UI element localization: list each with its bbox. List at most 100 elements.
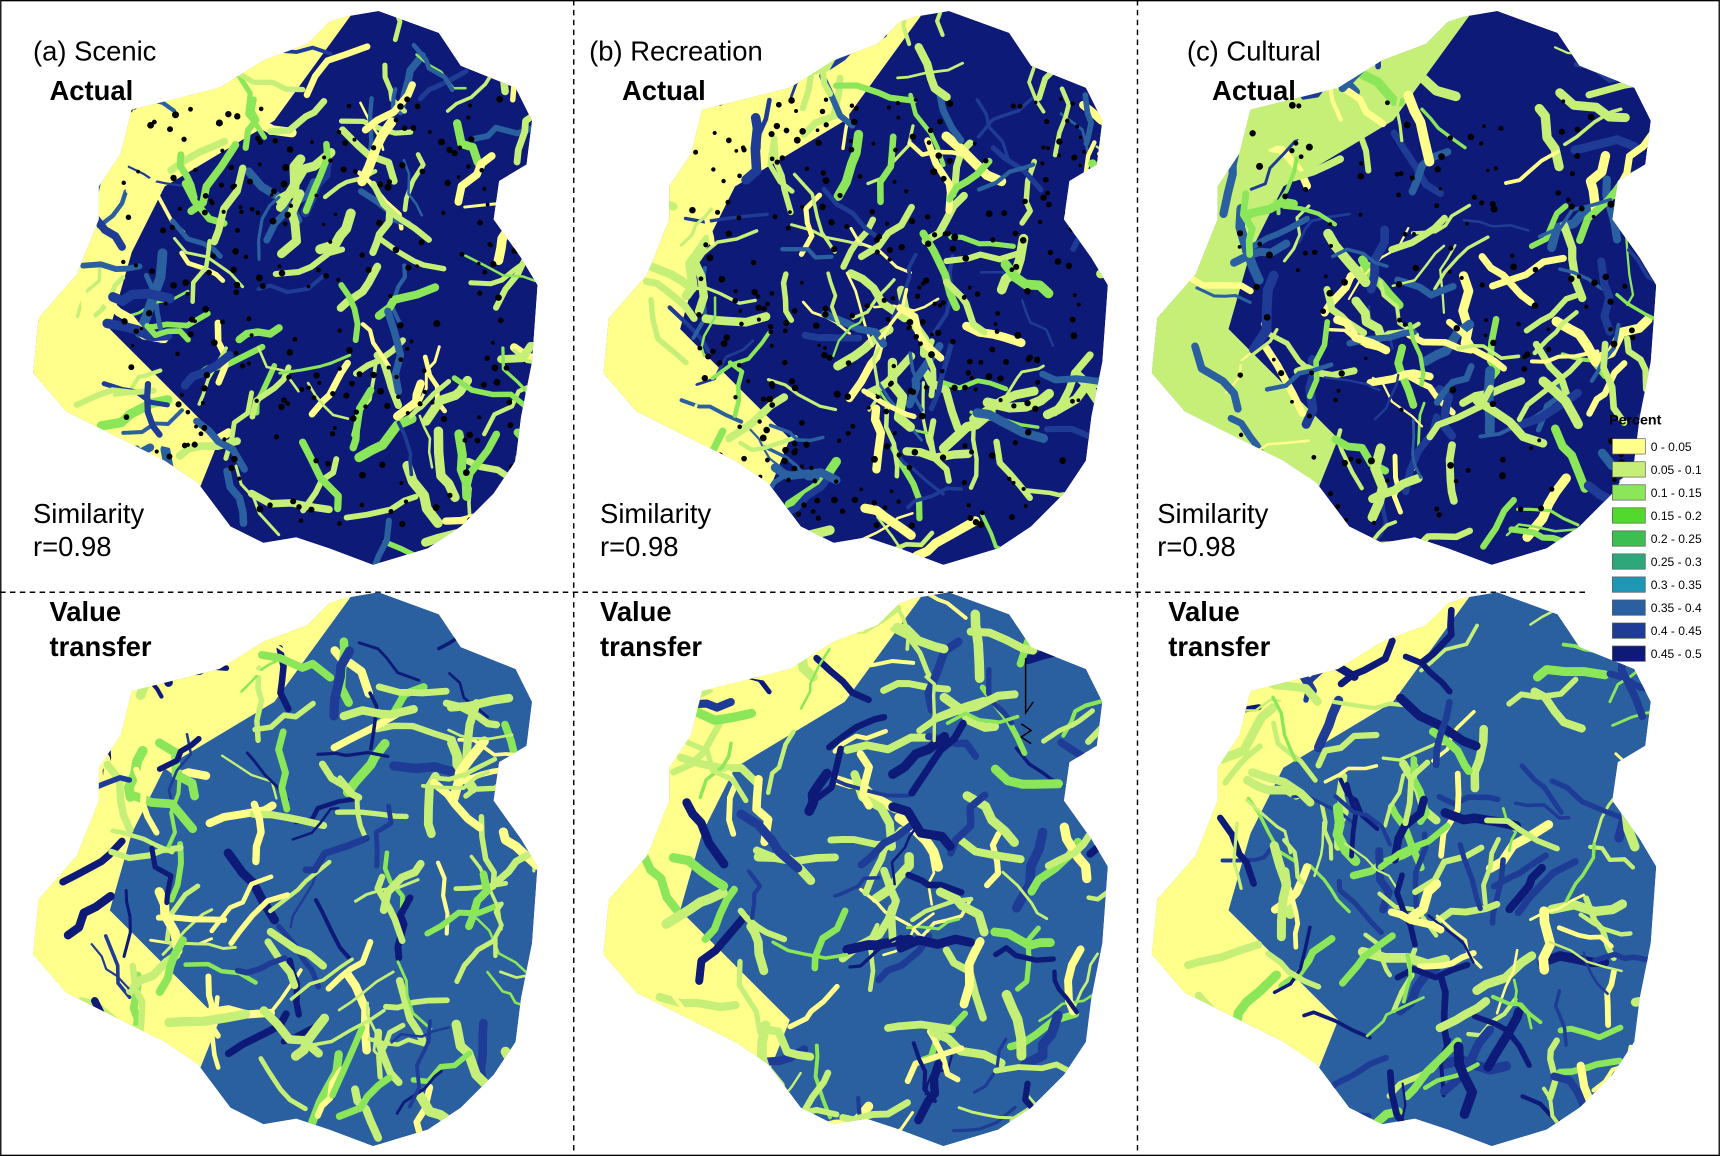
map-patch — [126, 448, 132, 500]
map-patch — [1020, 1, 1045, 59]
map-patch — [92, 437, 126, 487]
legend-label: 0.05 - 0.1 — [1651, 463, 1702, 477]
point — [775, 159, 780, 164]
point — [1013, 440, 1018, 445]
point — [940, 454, 946, 460]
point — [247, 361, 251, 365]
point — [1069, 503, 1076, 510]
point — [770, 291, 775, 296]
point — [840, 508, 845, 513]
point — [815, 140, 821, 146]
point — [891, 296, 896, 301]
point — [1077, 302, 1081, 306]
point — [816, 515, 821, 520]
map-patch — [975, 614, 979, 678]
legend-label: 0.4 - 0.45 — [1651, 624, 1702, 638]
point — [782, 447, 789, 454]
point — [792, 466, 797, 471]
point — [756, 294, 761, 299]
point — [786, 519, 790, 523]
map-patch — [524, 1058, 580, 1086]
point — [1524, 352, 1530, 358]
point — [770, 384, 775, 389]
maps — [0, 0, 1714, 1156]
point — [946, 100, 953, 107]
point — [1073, 293, 1077, 297]
point — [794, 448, 798, 452]
point — [220, 319, 225, 324]
point — [282, 164, 289, 171]
point — [152, 120, 157, 125]
point — [475, 438, 481, 444]
point — [1296, 103, 1301, 108]
point — [490, 261, 496, 267]
point — [693, 150, 698, 155]
point — [170, 225, 175, 230]
point — [768, 324, 773, 329]
point — [1328, 491, 1333, 496]
point — [989, 347, 995, 353]
map-patch — [1073, 196, 1107, 249]
point — [1303, 251, 1308, 256]
point — [140, 492, 144, 496]
map-patch — [197, 22, 226, 77]
point — [837, 438, 841, 442]
point — [225, 111, 231, 117]
point — [930, 168, 937, 175]
point — [1024, 504, 1028, 508]
map-patch — [225, 28, 253, 71]
point — [859, 488, 863, 492]
point — [337, 366, 341, 370]
point — [181, 137, 186, 142]
point — [800, 464, 804, 468]
point — [328, 158, 332, 162]
point — [466, 432, 473, 439]
point — [977, 521, 984, 528]
point — [428, 130, 432, 134]
point — [783, 328, 788, 333]
point — [1607, 299, 1613, 305]
point — [1630, 335, 1635, 340]
point — [831, 246, 837, 252]
point — [274, 434, 279, 439]
point — [1024, 288, 1031, 295]
map-patch — [1654, 902, 1685, 956]
point — [357, 371, 363, 377]
point — [384, 184, 391, 191]
point — [1013, 231, 1019, 237]
point — [176, 401, 182, 407]
map-patch — [742, 519, 768, 566]
point — [415, 264, 419, 268]
point — [175, 352, 180, 357]
point — [170, 282, 177, 289]
point — [333, 426, 337, 430]
point — [377, 181, 383, 187]
point — [725, 200, 730, 205]
point — [477, 220, 483, 226]
point — [1510, 254, 1514, 258]
point — [746, 379, 750, 383]
point — [1339, 370, 1345, 376]
figure: (a) ScenicActualSimilarityr=0.98Valuetra… — [0, 0, 1720, 1156]
point — [1024, 400, 1030, 406]
point — [325, 461, 331, 467]
point — [1237, 230, 1243, 236]
point — [423, 390, 427, 394]
point — [736, 215, 741, 220]
map-patch — [701, 1093, 738, 1133]
point — [250, 207, 255, 212]
map-patch — [1310, 1115, 1368, 1135]
point — [1272, 358, 1276, 362]
point — [702, 468, 707, 473]
point — [904, 189, 908, 193]
point — [1254, 284, 1260, 290]
point — [920, 319, 926, 325]
point — [1482, 124, 1486, 128]
point — [805, 166, 809, 170]
point — [1385, 100, 1390, 105]
point — [876, 395, 880, 399]
point — [854, 106, 859, 111]
point — [359, 252, 364, 257]
map-patch — [1378, 0, 1386, 67]
point — [481, 382, 487, 388]
